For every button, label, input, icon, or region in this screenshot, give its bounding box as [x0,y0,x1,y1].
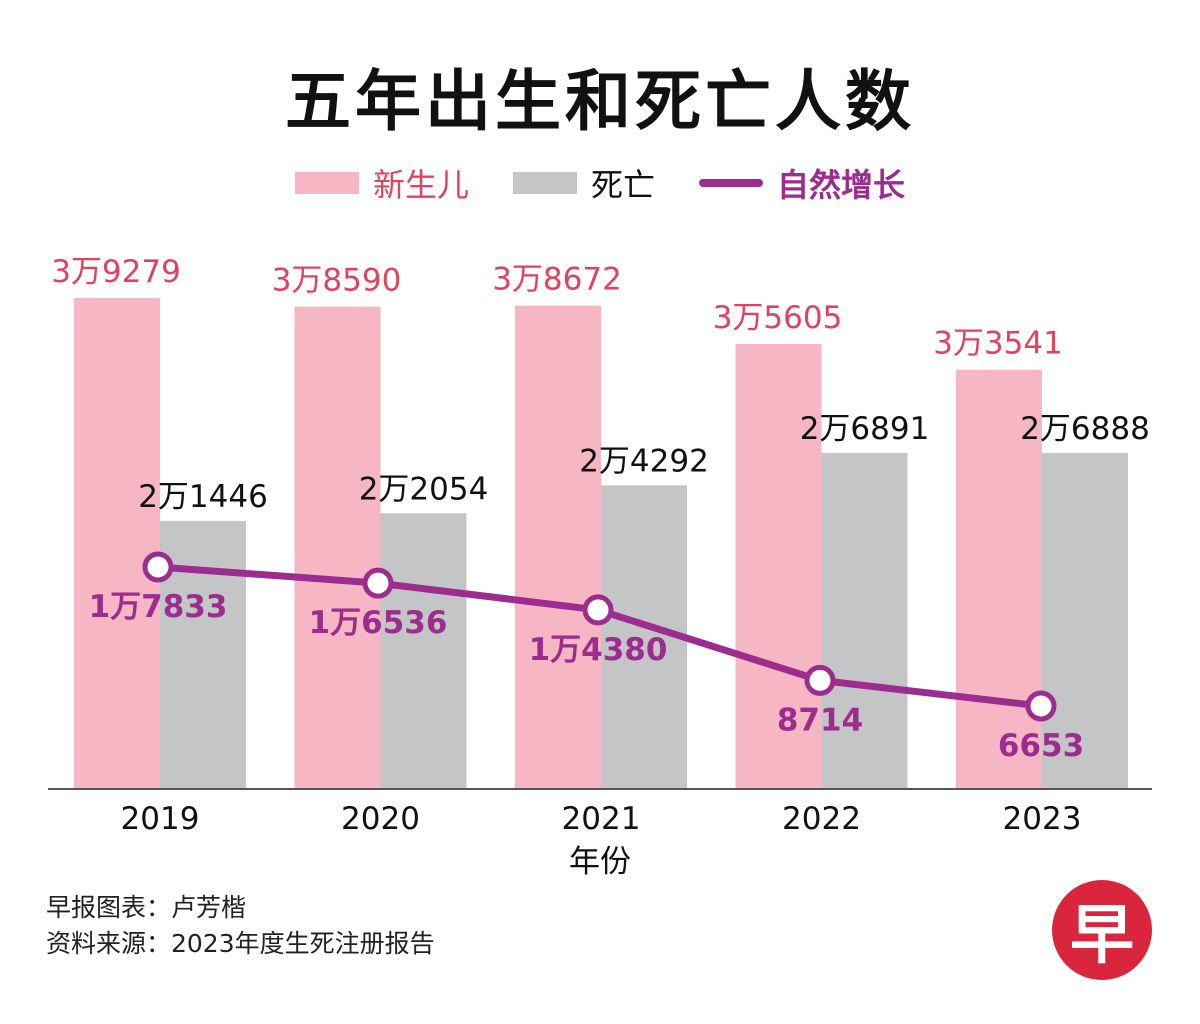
legend-item-births: 新生儿 [294,160,469,206]
births-bar-2021 [515,305,601,789]
x-tick-label-2022: 2022 [782,801,861,837]
growth-point-2022 [804,664,836,696]
growth-label-2020: 1万6536 [309,605,448,641]
legend-item-deaths: 死亡 [512,160,655,206]
births-bar-2022 [735,343,822,789]
legend-swatch-deaths [512,172,577,194]
births-label-2020: 3万8590 [272,263,402,299]
deaths-bar-2023 [1042,452,1128,789]
births-label-2022: 3万5605 [713,300,843,336]
legend-swatch-births [294,172,359,194]
credit-chart-by: 早报图表：卢芳楷 [46,893,247,922]
credit-source: 资料来源：2023年度生死注册报告 [46,929,435,958]
legend: 新生儿 死亡 自然增长 [0,158,1200,208]
chart-title: 五年出生和死亡人数 [285,63,915,140]
growth-label-2023: 6653 [998,728,1084,764]
zaobao-logo: 早 [1052,880,1152,980]
x-tick-label-2019: 2019 [121,801,200,837]
deaths-bar-2019 [160,520,246,789]
growth-point-2023 [1025,690,1057,722]
credits: 早报图表：卢芳楷 资料来源：2023年度生死注册报告 [46,890,435,962]
legend-label-deaths: 死亡 [590,166,655,204]
x-axis-title: 年份 [569,844,631,880]
growth-point-2019 [142,551,174,583]
births-label-2021: 3万8672 [492,262,622,298]
growth-label-2022: 8714 [777,702,863,738]
deaths-bar-2020 [380,513,467,789]
legend-label-growth: 自然增长 [777,166,906,204]
growth-point-2020 [362,567,394,599]
x-tick-label-2020: 2020 [341,801,420,837]
births-label-2019: 3万9279 [51,254,181,290]
growth-label-2019: 1万7833 [89,589,228,625]
births-label-2023: 3万3541 [933,326,1063,362]
legend-item-growth: 自然增长 [699,160,905,206]
growth-point-2021 [582,594,614,626]
x-tick-label-2021: 2021 [562,801,641,837]
legend-swatch-growth [699,179,763,187]
deaths-label-2023: 2万6888 [1020,411,1150,447]
births-bar-2023 [956,369,1042,789]
x-tick-label-2023: 2023 [1003,801,1082,837]
growth-label-2021: 1万4380 [529,632,668,668]
births-bar-2019 [74,298,160,789]
deaths-label-2021: 2万4292 [579,443,709,479]
births-bar-2020 [294,306,381,789]
deaths-label-2022: 2万6891 [800,411,930,447]
deaths-label-2019: 2万1446 [138,479,268,515]
deaths-label-2020: 2万2054 [359,471,489,507]
legend-label-births: 新生儿 [372,166,469,204]
deaths-bar-2022 [821,452,908,789]
